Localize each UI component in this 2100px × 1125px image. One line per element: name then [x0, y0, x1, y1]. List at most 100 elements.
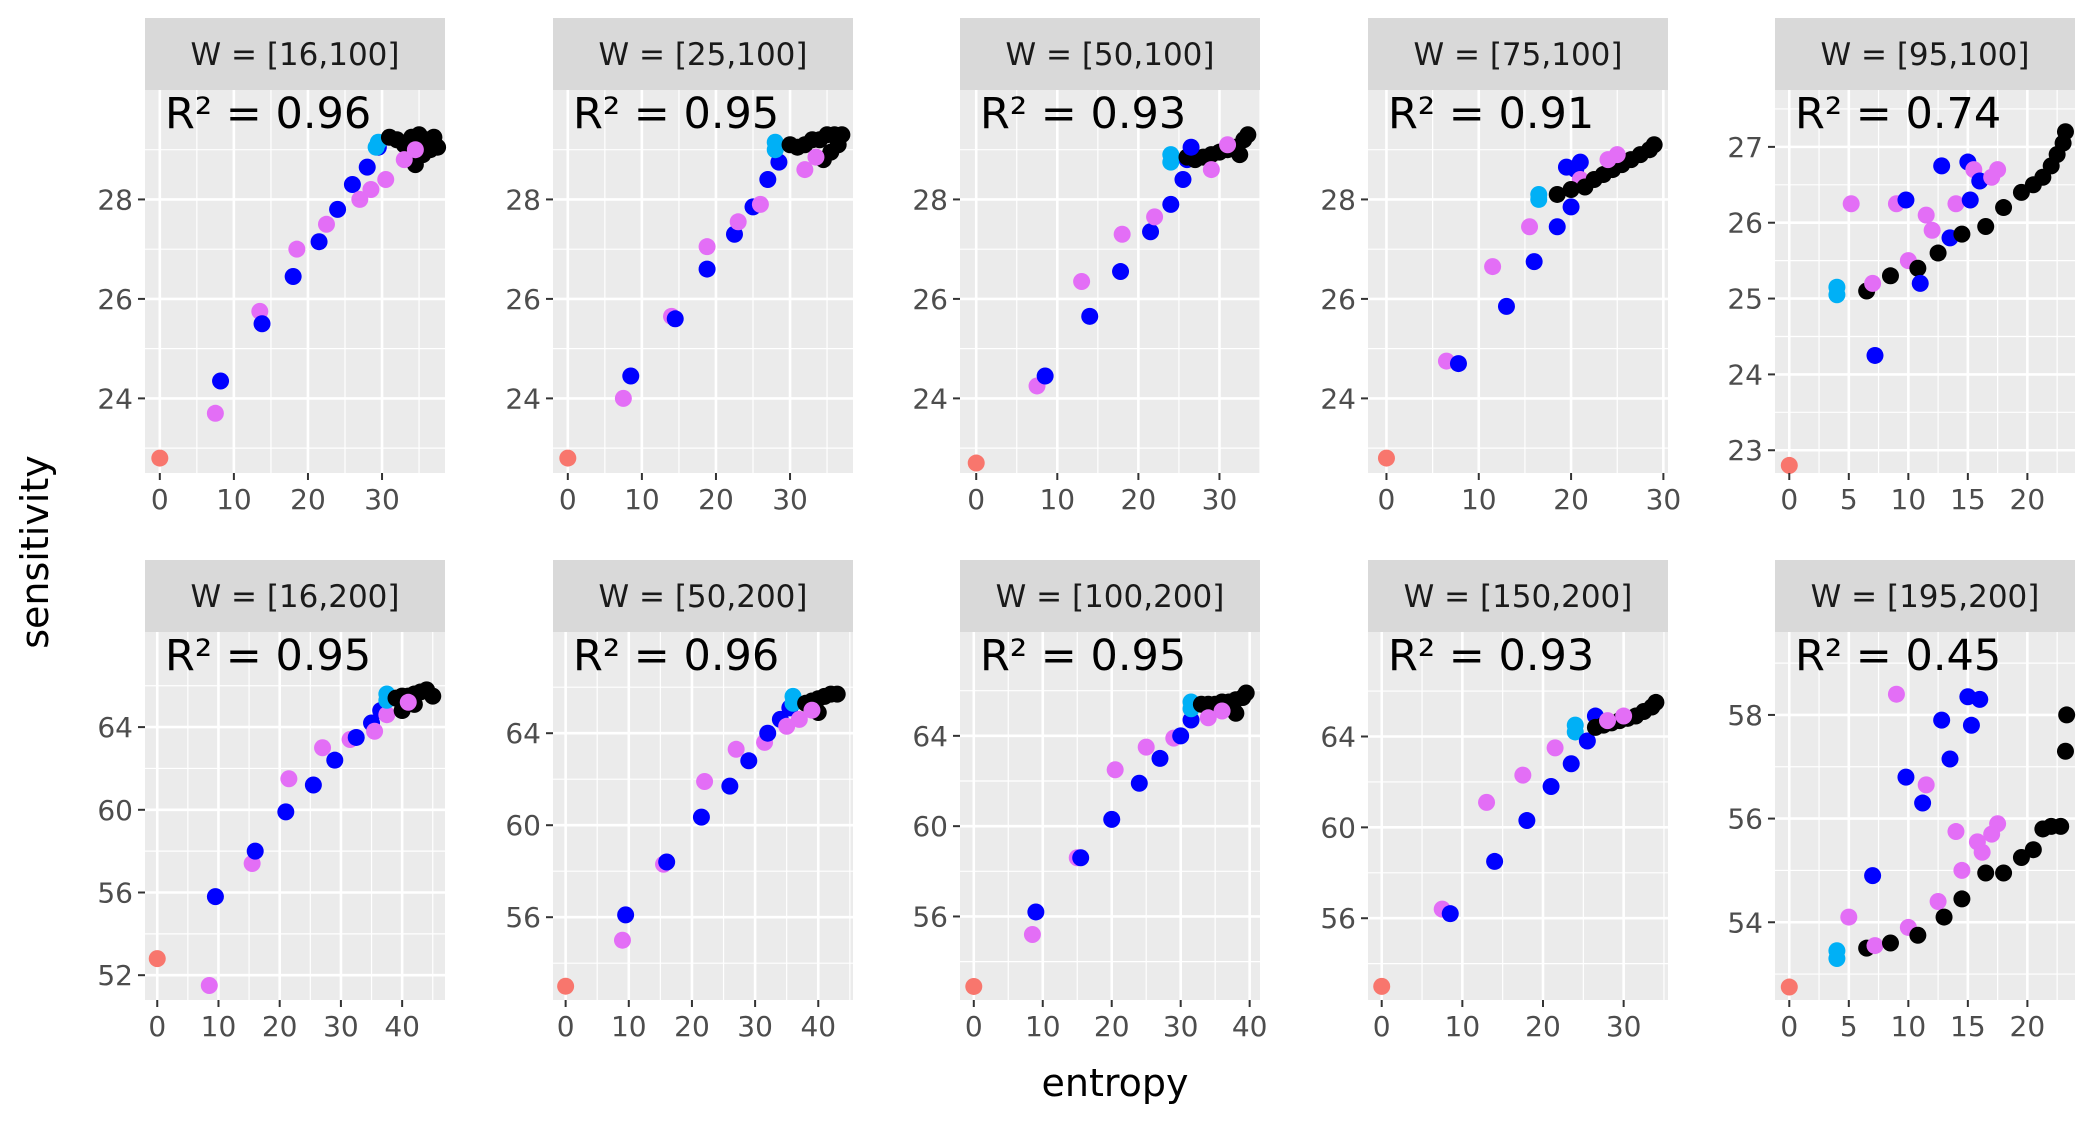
data-point — [807, 148, 825, 166]
x-tick-label: 30 — [1163, 1010, 1199, 1043]
data-point — [1887, 685, 1905, 703]
x-tick-label: 0 — [1780, 483, 1798, 516]
data-point — [1227, 704, 1245, 722]
data-point — [358, 158, 376, 176]
x-tick-label: 0 — [151, 483, 169, 516]
data-point — [1521, 218, 1539, 236]
x-tick-label: 10 — [1039, 483, 1075, 516]
y-tick-label: 28 — [505, 183, 541, 216]
data-point — [1174, 171, 1192, 189]
data-point — [1237, 684, 1255, 702]
x-tick-label: 20 — [262, 1010, 298, 1043]
facet-strip — [960, 560, 1260, 632]
data-point — [326, 751, 344, 769]
x-tick-label: 0 — [148, 1010, 166, 1043]
facet-strip-label: W = [16,100] — [191, 37, 400, 73]
data-point — [1953, 861, 1971, 879]
facet-panel: W = [100,200] R² = 0.95 0 10 20 30 40 56 60 64 — [912, 560, 1267, 1043]
y-tick-label: 24 — [1727, 358, 1763, 391]
data-point — [1864, 274, 1882, 292]
data-point — [1530, 185, 1548, 203]
data-point — [1182, 138, 1200, 156]
y-tick-label: 56 — [505, 901, 541, 934]
data-point — [1542, 777, 1560, 795]
r-squared-label: R² = 0.96 — [165, 89, 371, 139]
panel-background — [1368, 90, 1668, 473]
data-point — [329, 200, 347, 218]
data-point — [1842, 195, 1860, 213]
y-tick-label: 26 — [1727, 207, 1763, 240]
data-point — [658, 853, 676, 871]
data-point — [1881, 267, 1899, 285]
data-point — [399, 693, 417, 711]
x-tick-label: 30 — [323, 1010, 359, 1043]
facet-panel: W = [50,100] R² = 0.93 0 10 20 30 24 26 28 — [912, 18, 1261, 516]
data-point — [1546, 739, 1564, 757]
data-point — [1199, 709, 1217, 727]
data-point — [1909, 259, 1927, 277]
data-point — [1599, 712, 1617, 730]
data-point — [613, 931, 631, 949]
x-tick-label: 20 — [1525, 1010, 1561, 1043]
data-point — [721, 777, 739, 795]
data-point — [1909, 926, 1927, 944]
data-point — [557, 977, 575, 995]
data-point — [1953, 890, 1971, 908]
data-point — [729, 213, 747, 231]
data-point — [1881, 934, 1899, 952]
data-point — [1840, 908, 1858, 926]
data-point — [2024, 841, 2042, 859]
x-tick-label: 5 — [1840, 483, 1858, 516]
data-point — [790, 710, 808, 728]
data-point — [1911, 274, 1929, 292]
data-point — [212, 372, 230, 390]
data-point — [1866, 937, 1884, 955]
data-point — [1072, 849, 1090, 867]
y-tick-label: 60 — [505, 809, 541, 842]
facet-panel: W = [95,100] R² = 0.74 0 5 10 15 20 23 24 25 26 27 — [1727, 18, 2075, 516]
r-squared-label: R² = 0.95 — [165, 631, 371, 681]
y-tick-label: 54 — [1727, 906, 1763, 939]
data-point — [559, 449, 577, 467]
y-tick-label: 64 — [1320, 720, 1356, 753]
facet-panel: W = [16,100] R² = 0.96 0 10 20 30 24 26 28 — [97, 18, 447, 516]
data-point — [1866, 346, 1884, 364]
x-tick-label: 10 — [1445, 1010, 1481, 1043]
data-point — [1977, 218, 1995, 236]
data-point — [727, 740, 745, 758]
data-point — [1615, 707, 1633, 725]
data-point — [1239, 126, 1257, 144]
r-squared-label: R² = 0.91 — [1388, 89, 1594, 139]
x-tick-label: 10 — [1891, 1010, 1927, 1043]
data-point — [698, 238, 716, 256]
facet-strip — [960, 18, 1260, 90]
y-tick-label: 25 — [1727, 283, 1763, 316]
y-tick-label: 24 — [97, 382, 133, 415]
data-point — [829, 136, 847, 154]
y-axis-title: sensitivity — [13, 455, 57, 649]
data-point — [1518, 812, 1536, 830]
y-tick-label: 60 — [1320, 811, 1356, 844]
y-tick-label: 26 — [912, 283, 948, 316]
data-point — [1202, 161, 1220, 179]
data-point — [796, 161, 814, 179]
x-tick-label: 0 — [1373, 1010, 1391, 1043]
data-point — [696, 773, 714, 790]
x-tick-label: 0 — [559, 483, 577, 516]
facet-strip — [145, 18, 445, 90]
data-point — [1947, 823, 1965, 841]
data-point — [253, 315, 271, 333]
y-tick-label: 28 — [97, 183, 133, 216]
y-tick-label: 60 — [912, 810, 948, 843]
data-point — [622, 367, 640, 385]
data-point — [1027, 903, 1045, 921]
x-tick-label: 15 — [1950, 1010, 1986, 1043]
r-squared-label: R² = 0.74 — [1795, 89, 2001, 139]
facet-panel: W = [50,200] R² = 0.96 0 10 20 30 40 56 60 64 — [505, 560, 853, 1043]
data-point — [1130, 774, 1148, 792]
facet-panel: W = [75,100] R² = 0.91 0 10 20 30 24 26 28 — [1320, 18, 1681, 516]
data-point — [1929, 893, 1947, 911]
data-point — [2052, 817, 2070, 835]
